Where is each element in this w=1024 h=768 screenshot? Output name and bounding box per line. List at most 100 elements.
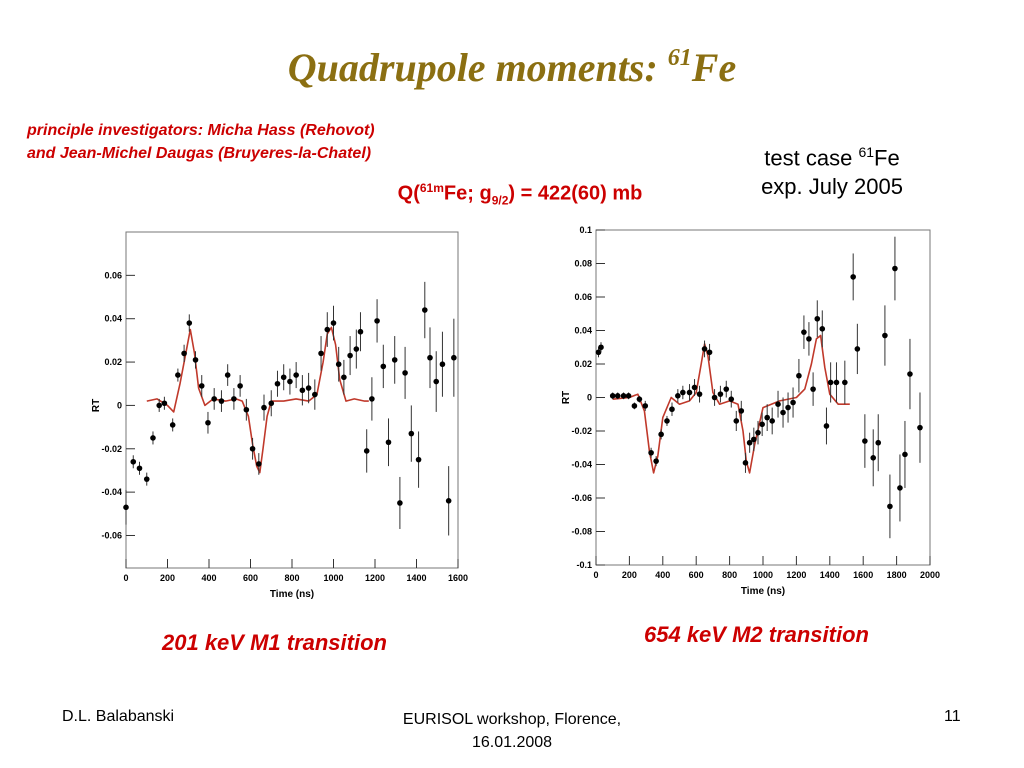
x-axis-title: Time (ns) [741, 586, 785, 597]
y-tick-label: -0.06 [101, 530, 122, 540]
data-point [231, 396, 237, 402]
data-point [422, 307, 428, 313]
data-point [854, 346, 861, 352]
data-point [192, 357, 199, 363]
data-point [658, 431, 664, 438]
data-point [408, 430, 415, 437]
data-point [451, 354, 457, 361]
data-point [347, 352, 353, 359]
data-point [738, 408, 745, 414]
caption-654kev: 654 keV M2 transition [644, 622, 869, 647]
data-point [769, 418, 775, 424]
y-tick-label: -0.06 [571, 493, 592, 503]
data-point [755, 429, 761, 436]
data-point [631, 403, 638, 409]
data-point [664, 418, 670, 424]
x-axis-title: Time (ns) [270, 589, 314, 600]
data-point [595, 349, 602, 356]
test-case-line-2: exp. July 2005 [761, 174, 903, 200]
quadrupole-moment-result: Q(61mFe; g9/2) = 422(60) mb [397, 181, 643, 208]
data-point [363, 448, 370, 454]
data-point [287, 378, 293, 385]
data-point [341, 374, 347, 381]
fit-curve [146, 326, 369, 474]
data-point [256, 461, 262, 467]
x-tick-label: 1400 [820, 570, 840, 580]
data-point [790, 399, 796, 406]
data-point [218, 398, 225, 404]
data-point [775, 401, 781, 407]
x-tick-label: 1600 [853, 570, 873, 580]
data-point [205, 419, 211, 426]
y-tick-label: 0 [117, 400, 122, 410]
y-tick-label: -0.02 [571, 426, 592, 436]
y-axis-title: RT [561, 391, 572, 404]
data-point [439, 361, 446, 368]
investigators-line-1: principle investigators: Micha Hass (Reh… [27, 122, 375, 139]
data-point [385, 439, 392, 446]
data-point [842, 379, 848, 386]
data-point [625, 393, 632, 399]
x-tick-label: 1400 [406, 573, 426, 583]
data-point [691, 384, 698, 391]
data-point [280, 374, 287, 381]
footer-event-line-1: EURISOL workshop, Florence, [402, 711, 622, 728]
data-point [796, 372, 802, 379]
y-tick-label: 0.1 [579, 225, 592, 235]
data-point [785, 404, 791, 411]
data-point [237, 383, 243, 389]
data-point [353, 346, 360, 352]
data-point [819, 326, 826, 332]
data-point [648, 449, 654, 456]
data-point [833, 379, 840, 386]
x-tick-label: 600 [243, 573, 258, 583]
chart-201kev: -0.06 -0.04 -0.02 0 0.02 0.04 0.06 0 200 400 600 80… [91, 231, 468, 600]
data-point [701, 346, 708, 352]
data-point [445, 498, 452, 504]
data-point [917, 424, 923, 431]
y-tick-label: 0.06 [574, 292, 592, 302]
investigators-line-2: and Jean-Michel Daugas (Bruyeres-la-Chat… [27, 145, 372, 162]
data-point [130, 458, 137, 465]
data-point [902, 451, 908, 458]
data-point [261, 404, 267, 411]
data-point [357, 328, 364, 335]
test-case-line-1: test case 61Fe [764, 144, 900, 171]
data-point [620, 393, 627, 399]
data-point [175, 372, 181, 378]
data-point [614, 393, 621, 399]
data-point [433, 378, 440, 385]
data-point [330, 320, 337, 326]
data-point [823, 423, 830, 429]
data-point [706, 349, 713, 356]
data-point [696, 391, 703, 397]
y-tick-label: 0.04 [104, 314, 122, 324]
data-point [746, 439, 753, 446]
data-point [150, 435, 156, 441]
x-tick-label: 1200 [786, 570, 806, 580]
data-point [274, 380, 281, 387]
x-tick-label: 400 [655, 570, 670, 580]
x-tick-label: 1000 [323, 573, 343, 583]
data-point [636, 396, 643, 402]
data-point [156, 402, 162, 409]
data-point [642, 403, 649, 409]
data-point [299, 387, 306, 394]
data-point [249, 445, 256, 452]
x-tick-label: 200 [622, 570, 637, 580]
x-tick-label: 0 [123, 573, 128, 583]
y-tick-label: 0.06 [104, 270, 122, 280]
x-tick-label: 1200 [365, 573, 385, 583]
y-tick-label: 0.04 [574, 326, 592, 336]
data-point [161, 400, 168, 407]
data-point [733, 418, 740, 424]
plot-frame [595, 229, 931, 566]
data-point [374, 318, 380, 324]
data-point [870, 455, 877, 461]
data-point [324, 326, 331, 333]
data-point [653, 458, 659, 464]
y-tick-label: -0.04 [101, 487, 122, 497]
data-point [427, 354, 433, 361]
data-point [882, 332, 888, 339]
chart-654kev: -0.1 -0.08 -0.06 -0.04 -0.02 0 0.02 0.04 0.06 0.0… [561, 225, 940, 597]
